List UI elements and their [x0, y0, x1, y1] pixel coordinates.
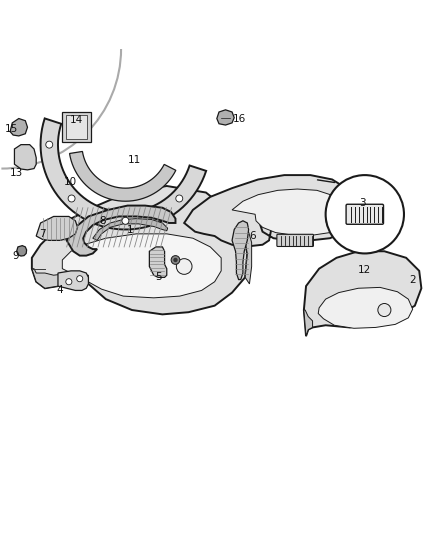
Text: 11: 11	[127, 155, 141, 165]
Circle shape	[66, 279, 72, 285]
Circle shape	[77, 276, 83, 282]
Circle shape	[46, 141, 53, 148]
Text: 5: 5	[155, 272, 161, 282]
Text: 2: 2	[410, 274, 416, 285]
Text: 7: 7	[39, 229, 46, 239]
Polygon shape	[67, 206, 176, 256]
Circle shape	[68, 195, 75, 202]
Text: 16: 16	[233, 115, 247, 124]
Text: 13: 13	[10, 168, 23, 178]
Circle shape	[171, 256, 180, 264]
Circle shape	[173, 258, 178, 262]
Polygon shape	[36, 216, 78, 240]
Bar	[62, 112, 91, 142]
Text: 4: 4	[57, 286, 64, 295]
Text: 3: 3	[359, 198, 366, 208]
Bar	[66, 116, 87, 139]
Circle shape	[122, 217, 129, 224]
Polygon shape	[32, 269, 88, 288]
Polygon shape	[10, 118, 28, 136]
FancyBboxPatch shape	[346, 204, 384, 224]
Text: 9: 9	[12, 251, 19, 261]
Polygon shape	[14, 144, 36, 170]
Text: 10: 10	[64, 176, 77, 187]
Circle shape	[177, 259, 192, 274]
FancyBboxPatch shape	[277, 235, 314, 246]
Text: 1: 1	[127, 224, 133, 235]
Text: 12: 12	[358, 265, 371, 275]
Polygon shape	[70, 151, 176, 201]
Circle shape	[176, 195, 183, 202]
Polygon shape	[149, 247, 167, 277]
Polygon shape	[62, 234, 221, 298]
Polygon shape	[318, 287, 413, 328]
Text: 15: 15	[4, 124, 18, 134]
Text: 14: 14	[70, 115, 83, 125]
Polygon shape	[243, 228, 252, 284]
Polygon shape	[32, 186, 247, 314]
Text: 6: 6	[250, 231, 256, 241]
Polygon shape	[217, 110, 234, 125]
Polygon shape	[304, 310, 313, 336]
Circle shape	[325, 175, 404, 254]
Polygon shape	[232, 189, 352, 235]
Polygon shape	[17, 246, 27, 256]
Polygon shape	[93, 219, 168, 240]
Polygon shape	[58, 271, 88, 290]
Text: 8: 8	[99, 216, 106, 226]
Polygon shape	[184, 175, 360, 247]
Polygon shape	[41, 118, 206, 230]
Polygon shape	[304, 251, 421, 336]
Circle shape	[378, 303, 391, 317]
Circle shape	[326, 214, 340, 228]
Polygon shape	[232, 221, 249, 279]
